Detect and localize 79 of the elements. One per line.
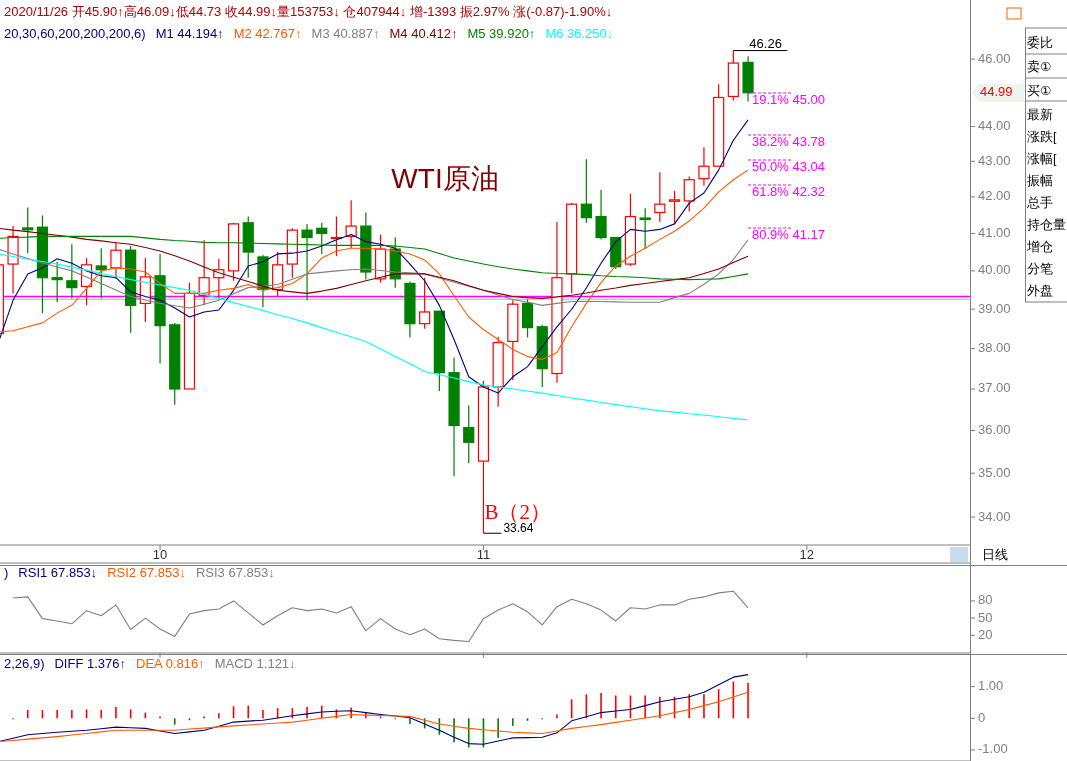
- y-tick-label: 38.00: [978, 340, 1011, 356]
- candlestick: [668, 190, 681, 225]
- annotation: 38.2% 43.78: [752, 134, 826, 150]
- line-series: [0, 674, 749, 745]
- annotation: 19.1% 45.00: [752, 92, 826, 108]
- text: M4 40.412↑: [389, 26, 458, 41]
- legend-label: RSI1 67.853↓: [18, 565, 98, 580]
- candlestick: [683, 175, 695, 213]
- x-tick-label: 11: [476, 547, 491, 562]
- legend-title: ): [4, 565, 9, 580]
- text: 振幅: [1027, 174, 1053, 188]
- text: 总手: [1026, 196, 1053, 210]
- candlestick: [110, 241, 122, 280]
- line-series: [12, 590, 749, 643]
- candlestick: [463, 404, 475, 464]
- y-tick-label: 39.00: [978, 300, 1011, 316]
- text: 持仓量: [1027, 218, 1066, 232]
- text: 卖①: [1027, 60, 1052, 74]
- candlestick: [345, 199, 357, 249]
- candlestick: [95, 247, 107, 299]
- line-series: [0, 119, 749, 394]
- y-tick-label: 40.00: [978, 262, 1011, 278]
- text: DIFF 1.376↑: [54, 656, 127, 671]
- y-tick-label: 42.00: [978, 188, 1011, 204]
- annotation: 50.0% 43.04: [752, 159, 826, 175]
- text: 涨幅[: [1027, 152, 1057, 166]
- candlestick: [654, 171, 666, 223]
- y-tick-label: 46.00: [978, 50, 1011, 66]
- chart-subtitle: 2020/11/26 开45.90↑高46.09↓低44.73 收44.99↓量153753↓ 仓407944↓ 增-1393 振2.97% 涨(-0.87)-1.90%↓: [4, 4, 613, 19]
- text: M6 36.250↓: [545, 26, 614, 41]
- x-tick-label: 12: [799, 547, 815, 562]
- text: MACD 1.121↓: [214, 656, 296, 671]
- y-tick-label: 34.00: [978, 508, 1011, 524]
- text: WTI原油: [391, 163, 499, 194]
- text: M5 39.920↑: [467, 26, 536, 41]
- x-tick-label: 10: [152, 547, 168, 562]
- candlestick: [698, 146, 710, 187]
- text: 分笔: [1027, 262, 1053, 276]
- annotation: 61.8% 42.32: [752, 184, 826, 200]
- line-series: [0, 239, 749, 309]
- y-tick-label: 41.00: [978, 224, 1011, 240]
- text: 委比: [1027, 36, 1053, 50]
- line-series: [0, 691, 749, 743]
- text: M2 42.767↑: [233, 26, 302, 41]
- y-tick-label: 43.00: [978, 152, 1011, 168]
- legend-title: 2,26,9): [4, 656, 45, 671]
- text: DEA 0.816↑: [136, 656, 205, 671]
- candlestick: [639, 207, 651, 250]
- y-tick-label: 80: [978, 592, 993, 608]
- text: 涨跌[: [1027, 130, 1057, 144]
- legend-title: 20,30,60,200,200,200,6): [4, 26, 146, 41]
- annotation: 80.9% 41.17: [752, 227, 826, 243]
- line-series: [0, 253, 749, 421]
- y-tick-label: 20: [978, 626, 993, 642]
- text: 44.99: [980, 84, 1013, 100]
- y-tick-label: -1.00: [978, 741, 1008, 757]
- text: 买①: [1027, 84, 1052, 98]
- candlestick: [595, 189, 607, 240]
- candlestick: [419, 277, 431, 330]
- text: M1 44.194↑: [155, 26, 224, 41]
- y-tick-label: 1.00: [978, 678, 1004, 694]
- text: RSI3 67.853↓: [195, 565, 275, 580]
- text: 外盘: [1027, 284, 1053, 298]
- text: 最新: [1027, 108, 1053, 122]
- y-tick-label: 36.00: [978, 421, 1011, 437]
- y-tick-label: 0: [978, 709, 986, 725]
- text: 增仓: [1026, 240, 1053, 254]
- y-tick-label: 44.00: [978, 117, 1011, 133]
- y-tick-label: 50: [978, 609, 993, 625]
- text: 日线: [982, 547, 1008, 562]
- legend-label: RSI2 67.853↓: [107, 565, 186, 580]
- candlestick: [580, 158, 592, 224]
- annotation: 46.26: [749, 35, 782, 51]
- candlestick: [66, 243, 78, 299]
- candlestick: [51, 261, 63, 303]
- text: M3 40.887↑: [311, 26, 380, 41]
- line-series: [0, 227, 749, 299]
- y-tick-label: 35.00: [978, 464, 1011, 480]
- y-tick-label: 37.00: [978, 380, 1011, 396]
